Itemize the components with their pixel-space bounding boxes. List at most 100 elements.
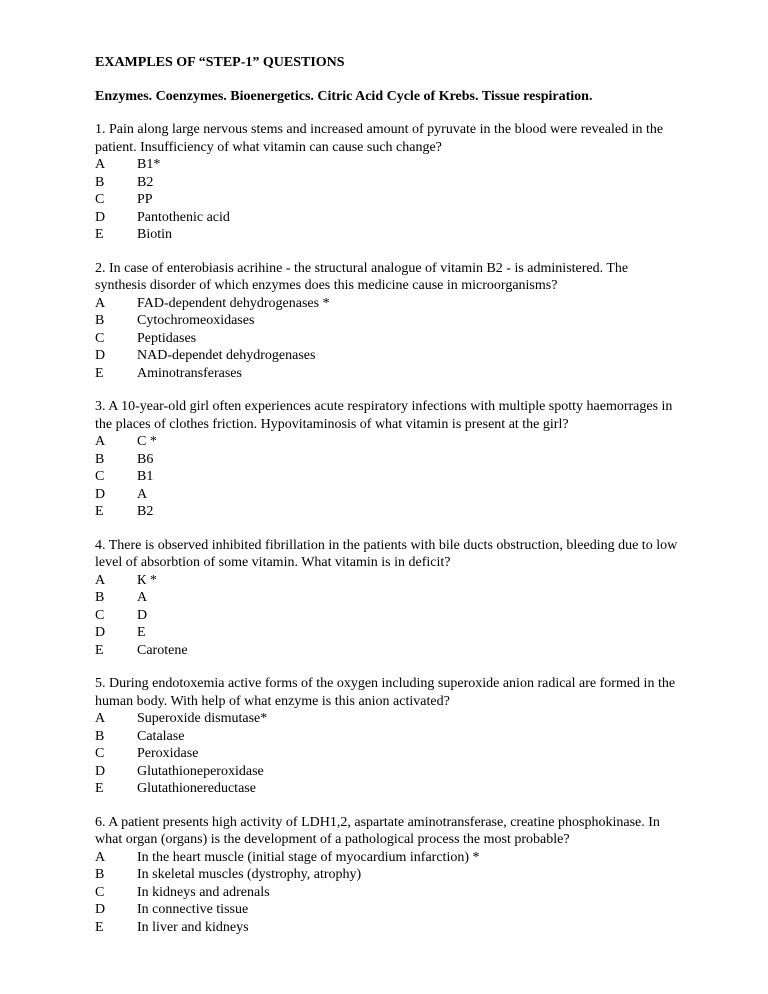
option-text: Catalase (137, 728, 678, 746)
option-text: A (137, 486, 678, 504)
option-letter: E (95, 780, 137, 798)
question: 3. A 10-year-old girl often experiences … (95, 398, 678, 521)
option-row: BB6 (95, 451, 678, 469)
option-letter: B (95, 174, 137, 192)
document-page: EXAMPLES OF “STEP-1” QUESTIONS Enzymes. … (0, 0, 768, 992)
option-row: CB1 (95, 468, 678, 486)
option-row: DPantothenic acid (95, 209, 678, 227)
option-text: B2 (137, 174, 678, 192)
page-title: EXAMPLES OF “STEP-1” QUESTIONS (95, 54, 678, 72)
option-text: FAD-dependent dehydrogenases * (137, 295, 678, 313)
option-letter: E (95, 503, 137, 521)
option-text: B1* (137, 156, 678, 174)
option-row: CD (95, 607, 678, 625)
option-row: AIn the heart muscle (initial stage of m… (95, 849, 678, 867)
option-text: D (137, 607, 678, 625)
option-letter: C (95, 884, 137, 902)
option-letter: D (95, 624, 137, 642)
option-letter: E (95, 642, 137, 660)
option-row: CPP (95, 191, 678, 209)
option-row: EGlutathionereductase (95, 780, 678, 798)
page-subtitle: Enzymes. Coenzymes. Bioenergetics. Citri… (95, 88, 678, 106)
option-letter: D (95, 486, 137, 504)
option-row: AК * (95, 572, 678, 590)
option-text: Glutathioneperoxidase (137, 763, 678, 781)
option-text: PP (137, 191, 678, 209)
option-row: DIn connective tissue (95, 901, 678, 919)
option-row: AFAD-dependent dehydrogenases * (95, 295, 678, 313)
option-letter: A (95, 572, 137, 590)
option-text: E (137, 624, 678, 642)
option-row: AB1* (95, 156, 678, 174)
option-row: CPeptidases (95, 330, 678, 348)
option-row: CPeroxidase (95, 745, 678, 763)
option-text: C * (137, 433, 678, 451)
question: 6. A patient presents high activity of L… (95, 814, 678, 937)
question: 2. In case of enterobiasis acrihine - th… (95, 260, 678, 383)
option-text: In connective tissue (137, 901, 678, 919)
option-text: A (137, 589, 678, 607)
option-letter: A (95, 295, 137, 313)
option-letter: A (95, 433, 137, 451)
option-row: BA (95, 589, 678, 607)
option-letter: A (95, 710, 137, 728)
option-letter: E (95, 919, 137, 937)
option-text: In skeletal muscles (dystrophy, atrophy) (137, 866, 678, 884)
option-text: Biotin (137, 226, 678, 244)
question-text: 3. A 10-year-old girl often experiences … (95, 398, 678, 433)
option-letter: D (95, 901, 137, 919)
option-text: B1 (137, 468, 678, 486)
option-text: NAD-dependet dehydrogenases (137, 347, 678, 365)
option-text: К * (137, 572, 678, 590)
option-letter: C (95, 468, 137, 486)
option-row: AC * (95, 433, 678, 451)
question-text: 5. During endotoxemia active forms of th… (95, 675, 678, 710)
option-text: Peptidases (137, 330, 678, 348)
option-row: ASuperoxide dismutase* (95, 710, 678, 728)
option-row: BCatalase (95, 728, 678, 746)
question: 1. Pain along large nervous stems and in… (95, 121, 678, 244)
option-row: BB2 (95, 174, 678, 192)
option-row: ECarotene (95, 642, 678, 660)
option-text: B2 (137, 503, 678, 521)
option-letter: A (95, 156, 137, 174)
option-text: In kidneys and adrenals (137, 884, 678, 902)
question-text: 4. There is observed inhibited fibrillat… (95, 537, 678, 572)
option-text: Pantothenic acid (137, 209, 678, 227)
option-letter: E (95, 226, 137, 244)
option-text: Superoxide dismutase* (137, 710, 678, 728)
option-row: BCytochromeoxidases (95, 312, 678, 330)
option-letter: D (95, 763, 137, 781)
option-letter: B (95, 312, 137, 330)
option-text: Peroxidase (137, 745, 678, 763)
option-text: In the heart muscle (initial stage of my… (137, 849, 678, 867)
option-row: DGlutathioneperoxidase (95, 763, 678, 781)
option-letter: C (95, 745, 137, 763)
question-list: 1. Pain along large nervous stems and in… (95, 121, 678, 936)
option-row: CIn kidneys and adrenals (95, 884, 678, 902)
option-letter: B (95, 589, 137, 607)
option-letter: A (95, 849, 137, 867)
option-row: DE (95, 624, 678, 642)
option-text: Aminotransferases (137, 365, 678, 383)
option-letter: C (95, 330, 137, 348)
option-letter: B (95, 728, 137, 746)
question: 5. During endotoxemia active forms of th… (95, 675, 678, 798)
option-text: B6 (137, 451, 678, 469)
option-row: EIn liver and kidneys (95, 919, 678, 937)
option-letter: D (95, 347, 137, 365)
option-letter: E (95, 365, 137, 383)
option-letter: D (95, 209, 137, 227)
question-text: 6. A patient presents high activity of L… (95, 814, 678, 849)
option-letter: C (95, 607, 137, 625)
option-row: EBiotin (95, 226, 678, 244)
option-row: DA (95, 486, 678, 504)
option-row: EB2 (95, 503, 678, 521)
option-letter: B (95, 451, 137, 469)
option-text: Carotene (137, 642, 678, 660)
question: 4. There is observed inhibited fibrillat… (95, 537, 678, 660)
question-text: 2. In case of enterobiasis acrihine - th… (95, 260, 678, 295)
option-row: BIn skeletal muscles (dystrophy, atrophy… (95, 866, 678, 884)
option-letter: B (95, 866, 137, 884)
option-letter: C (95, 191, 137, 209)
